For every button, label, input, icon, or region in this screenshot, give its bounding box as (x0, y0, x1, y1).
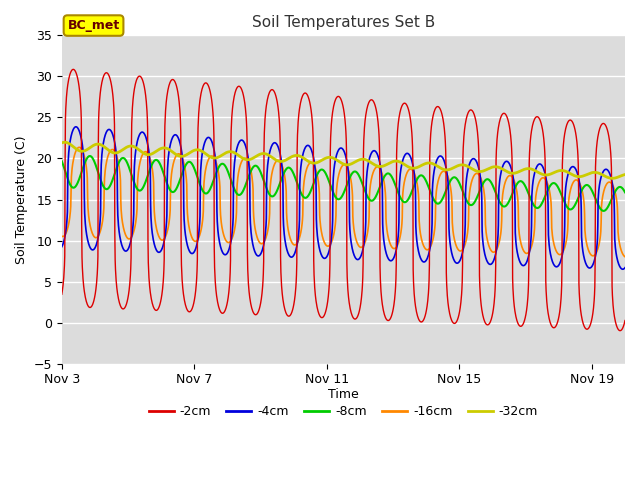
Legend: -2cm, -4cm, -8cm, -16cm, -32cm: -2cm, -4cm, -8cm, -16cm, -32cm (143, 400, 543, 423)
Text: BC_met: BC_met (67, 19, 120, 32)
X-axis label: Time: Time (328, 388, 359, 401)
Y-axis label: Soil Temperature (C): Soil Temperature (C) (15, 135, 28, 264)
Title: Soil Temperatures Set B: Soil Temperatures Set B (252, 15, 435, 30)
